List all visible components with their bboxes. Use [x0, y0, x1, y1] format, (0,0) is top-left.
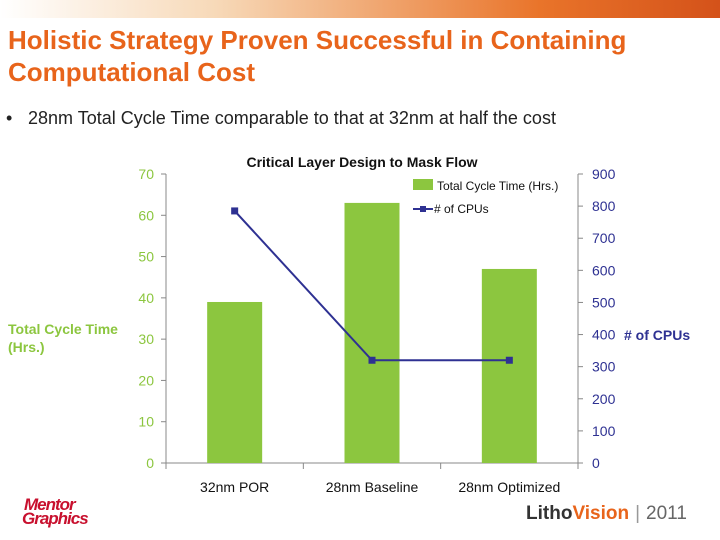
bar-total-cycle-time — [481, 268, 537, 463]
lithovision-footer: LithoVision | 2011 — [526, 503, 687, 525]
point-cpus — [505, 356, 513, 364]
y-left-tick-label: 30 — [138, 331, 154, 347]
mentor-graphics-logo: Mentor Graphics — [22, 495, 89, 528]
x-tick-label: 28nm Optimized — [458, 479, 560, 495]
bullet-point: • 28nm Total Cycle Time comparable to tha… — [6, 108, 556, 129]
y-right-tick-label: 0 — [592, 455, 600, 471]
legend-swatch-bar — [413, 179, 433, 190]
y-right-tick-label: 500 — [592, 294, 616, 310]
chart-title: Critical Layer Design to Mask Flow — [246, 154, 477, 170]
y-left-tick-label: 20 — [138, 372, 154, 388]
legend-label-line: # of CPUs — [434, 202, 489, 216]
y-right-tick-label: 700 — [592, 230, 616, 246]
y-right-tick-label: 900 — [592, 166, 616, 182]
point-cpus — [368, 356, 376, 364]
bar-total-cycle-time — [344, 202, 400, 463]
y-left-tick-label: 60 — [138, 207, 154, 223]
y-right-tick-label: 600 — [592, 262, 616, 278]
header-gradient-bar — [0, 0, 720, 18]
legend-label-bar: Total Cycle Time (Hrs.) — [437, 179, 558, 193]
y-right-tick-label: 800 — [592, 198, 616, 214]
y-left-tick-label: 50 — [138, 249, 154, 265]
y-left-tick-label: 70 — [138, 166, 154, 182]
y-left-tick-label: 40 — [138, 290, 154, 306]
brand-vision: Vision — [572, 503, 630, 524]
brand-year: 2011 — [646, 503, 687, 524]
y-left-tick-label: 10 — [138, 414, 154, 430]
y-right-tick-label: 100 — [592, 423, 616, 439]
bullet-marker: • — [6, 108, 13, 128]
y-right-tick-label: 400 — [592, 327, 616, 343]
bar-total-cycle-time — [207, 301, 263, 463]
x-tick-label: 32nm POR — [200, 479, 269, 495]
brand-separator: | — [635, 503, 641, 524]
y-axis-right-title: # of CPUs — [624, 327, 691, 343]
y-right-tick-label: 200 — [592, 391, 616, 407]
x-tick-label: 28nm Baseline — [326, 479, 419, 495]
slide-title: Holistic Strategy Proven Successful in C… — [8, 25, 627, 87]
y-axis-left-title: Total Cycle Time (Hrs.) — [8, 321, 118, 355]
legend-swatch-marker — [420, 206, 426, 212]
bullet-text: 28nm Total Cycle Time comparable to that… — [28, 108, 556, 128]
point-cpus — [231, 207, 239, 215]
y-right-tick-label: 300 — [592, 359, 616, 375]
y-left-tick-label: 0 — [146, 455, 154, 471]
brand-litho: Litho — [526, 503, 573, 524]
